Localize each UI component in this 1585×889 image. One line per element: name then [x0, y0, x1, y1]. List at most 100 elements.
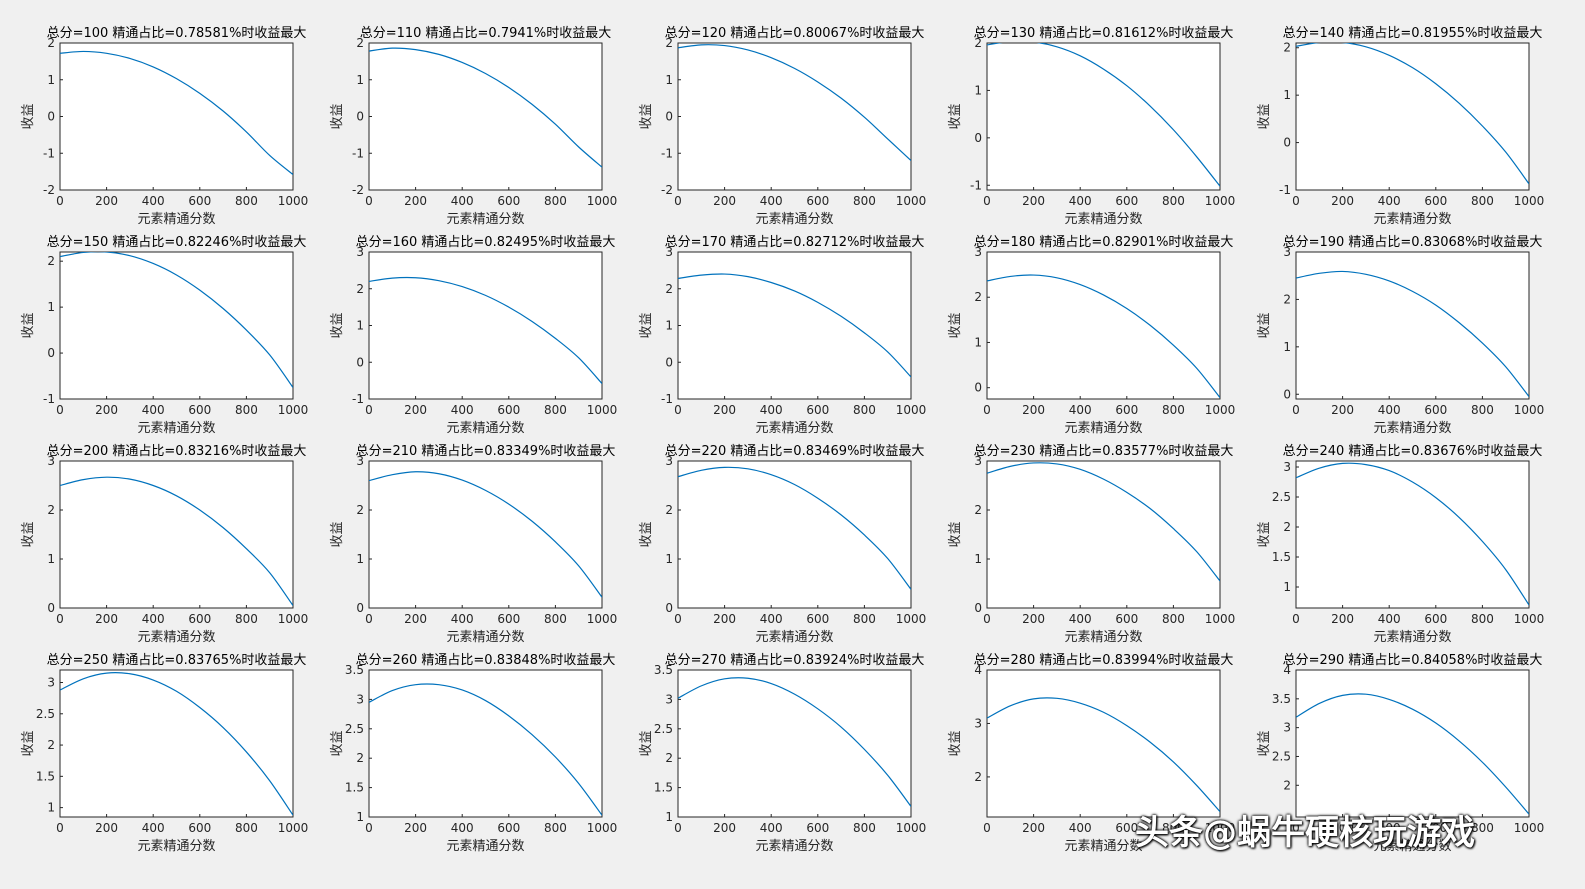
x-tick-label: 800	[1162, 612, 1185, 626]
subplot-19: 总分=280 精通占比=0.83994%时收益最大 0 200 400 600 800 10…	[948, 653, 1235, 854]
x-axis-label: 元素精通分数	[137, 212, 215, 227]
series-line	[1296, 693, 1529, 815]
y-tick-label: 0	[974, 381, 982, 395]
x-tick-label: 200	[95, 403, 118, 417]
x-tick-label: 600	[1115, 194, 1138, 208]
plot-area	[677, 251, 912, 400]
y-tick-label: -1	[661, 146, 673, 160]
series-line	[1296, 462, 1529, 606]
y-axis-label: 收益	[330, 312, 345, 338]
y-tick-label: -1	[970, 178, 982, 192]
x-axis-label: 元素精通分数	[755, 839, 833, 854]
y-axis-label: 收益	[1257, 521, 1272, 547]
plot-area	[368, 460, 603, 609]
x-tick-label: 200	[1022, 821, 1045, 835]
y-tick-label: 1	[1283, 340, 1291, 354]
y-tick-label: 3	[47, 454, 55, 468]
x-axis-label: 元素精通分数	[446, 212, 524, 227]
y-tick-label: 2.5	[1272, 749, 1291, 763]
subplot-title: 总分=180 精通占比=0.82901%时收益最大	[974, 235, 1234, 250]
series-line	[369, 276, 602, 384]
y-tick-label: 4	[974, 663, 982, 677]
y-tick-label: 4	[1283, 663, 1291, 677]
x-tick-label: 800	[235, 194, 258, 208]
x-tick-label: 0	[983, 403, 991, 417]
x-tick-label: 1000	[1514, 403, 1545, 417]
x-tick-label: 400	[760, 194, 783, 208]
x-tick-label: 200	[1331, 821, 1354, 835]
y-tick-label: 3	[47, 676, 55, 690]
x-axis-label: 元素精通分数	[755, 421, 833, 436]
x-tick-label: 0	[56, 612, 64, 626]
x-tick-label: 400	[142, 403, 165, 417]
x-tick-label: 400	[451, 821, 474, 835]
subplot-18: 总分=270 精通占比=0.83924%时收益最大 0 200 400 600 800 10…	[639, 653, 926, 854]
series-line	[369, 47, 602, 168]
y-axis-label: 收益	[21, 521, 36, 547]
x-tick-label: 0	[983, 194, 991, 208]
subplot-title: 总分=260 精通占比=0.83848%时收益最大	[356, 653, 616, 668]
subplot-title: 总分=130 精通占比=0.81612%时收益最大	[974, 26, 1234, 41]
x-tick-label: 1000	[1205, 821, 1236, 835]
y-tick-label: 0	[356, 355, 364, 369]
series-line	[60, 672, 293, 816]
series-line	[987, 462, 1220, 582]
y-tick-label: 1	[974, 83, 982, 97]
x-tick-label: 200	[404, 821, 427, 835]
x-tick-label: 1000	[1205, 194, 1236, 208]
x-tick-label: 400	[451, 612, 474, 626]
x-tick-label: 800	[853, 403, 876, 417]
subplot-title: 总分=160 精通占比=0.82495%时收益最大	[356, 235, 616, 250]
x-tick-label: 0	[674, 612, 682, 626]
y-axis-label: 收益	[330, 103, 345, 129]
y-axis-label: 收益	[21, 730, 36, 756]
plot-area	[1295, 460, 1530, 609]
y-tick-label: -2	[661, 183, 673, 197]
x-tick-label: 600	[497, 194, 520, 208]
x-tick-label: 0	[1292, 612, 1300, 626]
y-tick-label: 2	[665, 282, 673, 296]
x-tick-label: 0	[1292, 194, 1300, 208]
x-tick-label: 400	[142, 821, 165, 835]
y-tick-label: 0	[47, 346, 55, 360]
y-tick-label: -1	[352, 392, 364, 406]
watermark-text: 头条@蜗牛硬核玩游戏	[1135, 813, 1475, 853]
y-tick-label: -2	[43, 183, 55, 197]
x-tick-label: 200	[404, 194, 427, 208]
x-tick-label: 800	[1162, 194, 1185, 208]
y-tick-label: 1	[356, 810, 364, 824]
x-axis-label: 元素精通分数	[1064, 839, 1142, 854]
x-tick-label: 0	[1292, 403, 1300, 417]
x-tick-label: 1000	[278, 194, 309, 208]
x-tick-label: 600	[1424, 612, 1447, 626]
x-tick-label: 0	[365, 403, 373, 417]
x-axis-label: 元素精通分数	[446, 421, 524, 436]
subplot-title: 总分=240 精通占比=0.83676%时收益最大	[1283, 444, 1543, 459]
subplot-title: 总分=220 精通占比=0.83469%时收益最大	[665, 444, 925, 459]
y-axis-label: 收益	[1257, 730, 1272, 756]
x-tick-label: 200	[95, 612, 118, 626]
x-axis-label: 元素精通分数	[1373, 630, 1451, 645]
x-tick-label: 0	[365, 821, 373, 835]
x-tick-label: 400	[1069, 821, 1092, 835]
x-tick-label: 600	[806, 612, 829, 626]
x-tick-label: 200	[713, 821, 736, 835]
y-tick-label: 2	[974, 503, 982, 517]
y-tick-label: 1	[47, 300, 55, 314]
x-axis-label: 元素精通分数	[1064, 421, 1142, 436]
y-axis-label: 收益	[330, 521, 345, 547]
x-tick-label: 600	[806, 821, 829, 835]
x-tick-label: 400	[451, 403, 474, 417]
y-tick-label: 2	[665, 36, 673, 50]
y-tick-label: 2	[1283, 778, 1291, 792]
x-tick-label: 800	[544, 821, 567, 835]
x-tick-label: 400	[760, 403, 783, 417]
subplot-title: 总分=190 精通占比=0.83068%时收益最大	[1283, 235, 1543, 250]
y-tick-label: 3	[1283, 721, 1291, 735]
y-axis-label: 收益	[948, 730, 963, 756]
y-tick-label: 1	[665, 73, 673, 87]
y-tick-label: 1.5	[345, 781, 364, 795]
y-tick-label: 1	[1283, 88, 1291, 102]
